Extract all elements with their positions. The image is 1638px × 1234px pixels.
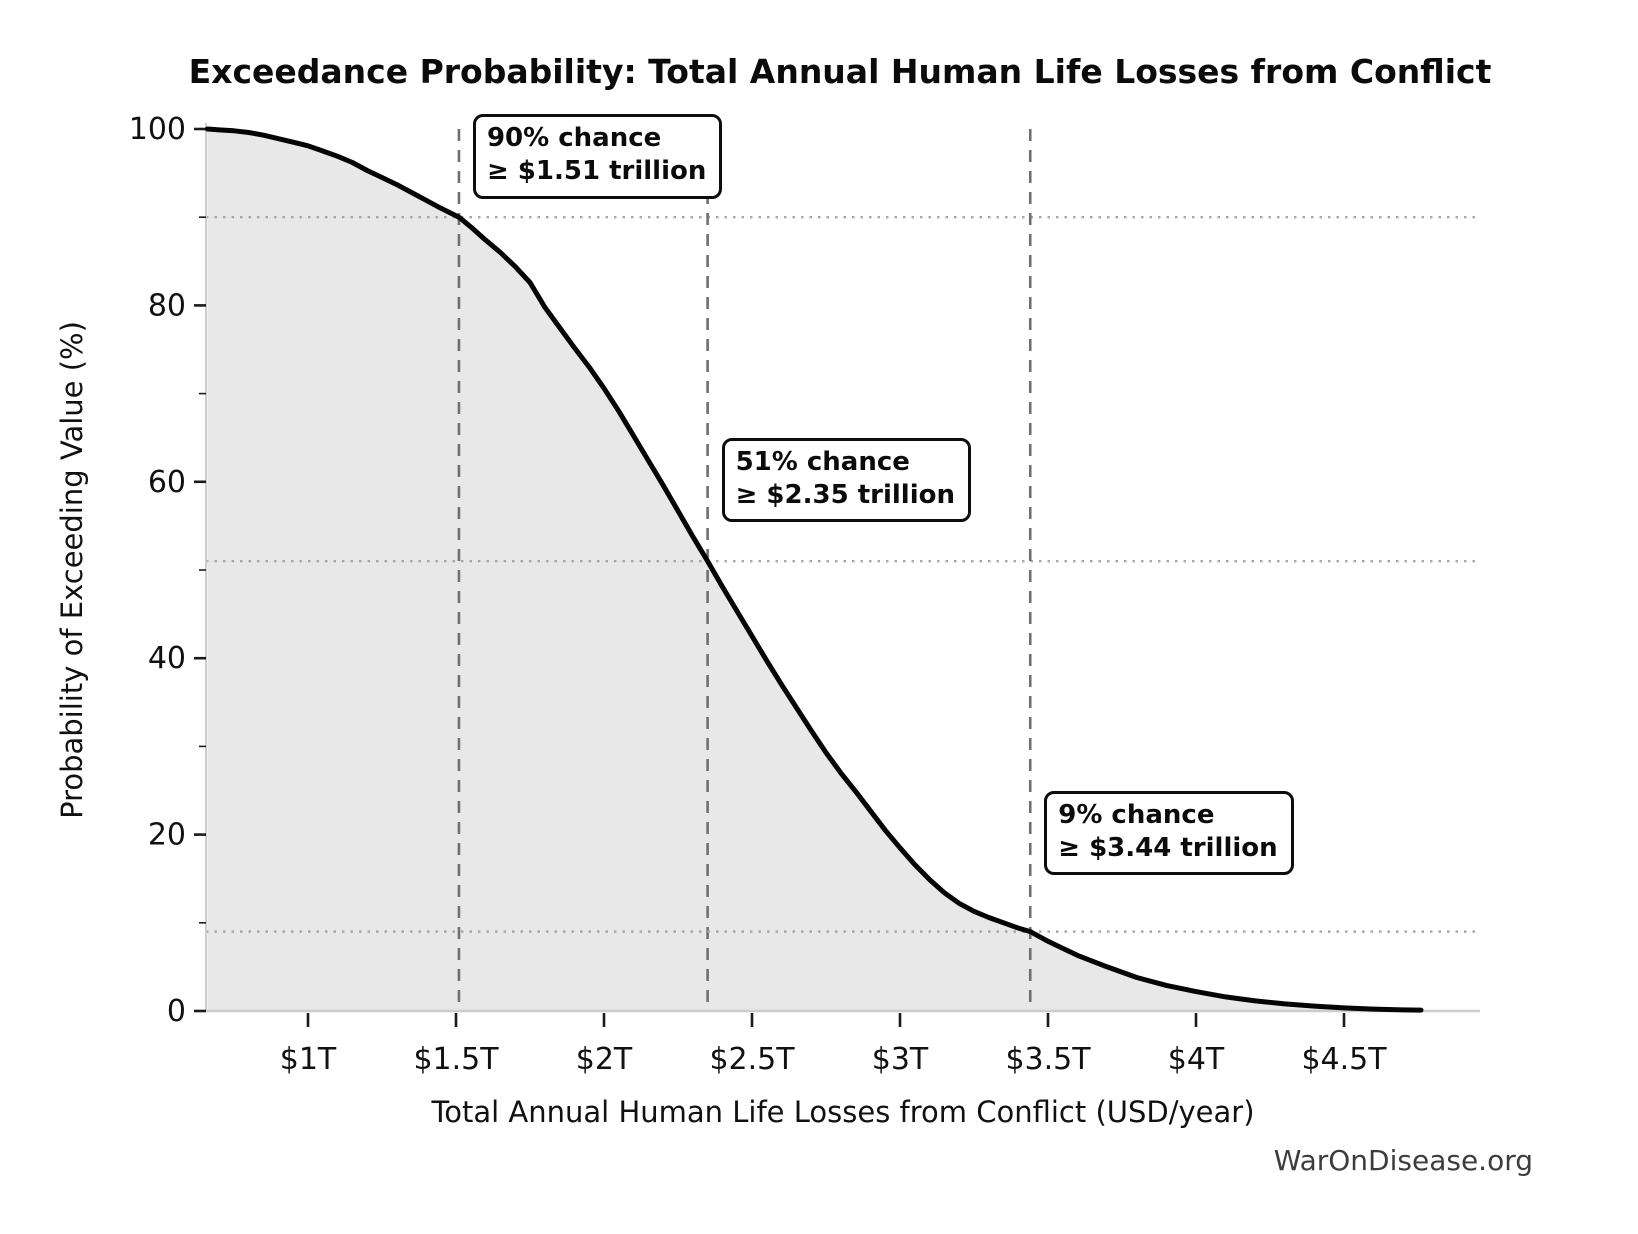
y-tick-label-20: 20 [148, 818, 186, 853]
annotation-value-text: ≥ $1.51 trillion [486, 156, 707, 187]
annotation-value-text: ≥ $2.35 trillion [735, 480, 955, 510]
y-tick-label-100: 100 [129, 112, 186, 147]
annotation-box-90pct: 90% chance ≥ $1.51 trillion [472, 114, 723, 199]
y-tick-label-40: 40 [148, 641, 186, 676]
x-axis-label: Total Annual Human Life Losses from Conf… [431, 1095, 1255, 1129]
fill-area [207, 129, 1421, 1011]
x-tick-label-$2T: $2T [576, 1042, 633, 1077]
annotation-chance-text: 9% chance [1058, 799, 1215, 830]
y-tick-label-80: 80 [148, 288, 186, 323]
chart-title: Exceedance Probability: Total Annual Hum… [188, 52, 1492, 91]
y-tick-label-60: 60 [148, 465, 186, 500]
x-tick-label-$3.5T: $3.5T [1005, 1042, 1091, 1077]
annotation-value-text: ≥ $3.44 trillion [1058, 832, 1278, 863]
annotation-box-9pct: 9% chance ≥ $3.44 trillion [1044, 790, 1294, 876]
x-tick-label-$2.5T: $2.5T [709, 1042, 795, 1077]
y-tick-label-0: 0 [167, 994, 186, 1029]
annotation-chance-text: 51% chance [735, 446, 910, 477]
x-tick-label-$1.5T: $1.5T [413, 1042, 499, 1077]
x-tick-label-$4T: $4T [1168, 1042, 1225, 1077]
x-tick-label-$3T: $3T [872, 1042, 929, 1077]
watermark-text: WarOnDisease.org [1273, 1144, 1533, 1177]
annotation-chance-text: 90% chance [486, 123, 662, 154]
x-tick-label-$1T: $1T [280, 1042, 337, 1077]
x-tick-label-$4.5T: $4.5T [1301, 1042, 1387, 1077]
exceedance-curve [204, 126, 1424, 1013]
annotation-box-51pct: 51% chance ≥ $2.35 trillion [721, 437, 971, 523]
